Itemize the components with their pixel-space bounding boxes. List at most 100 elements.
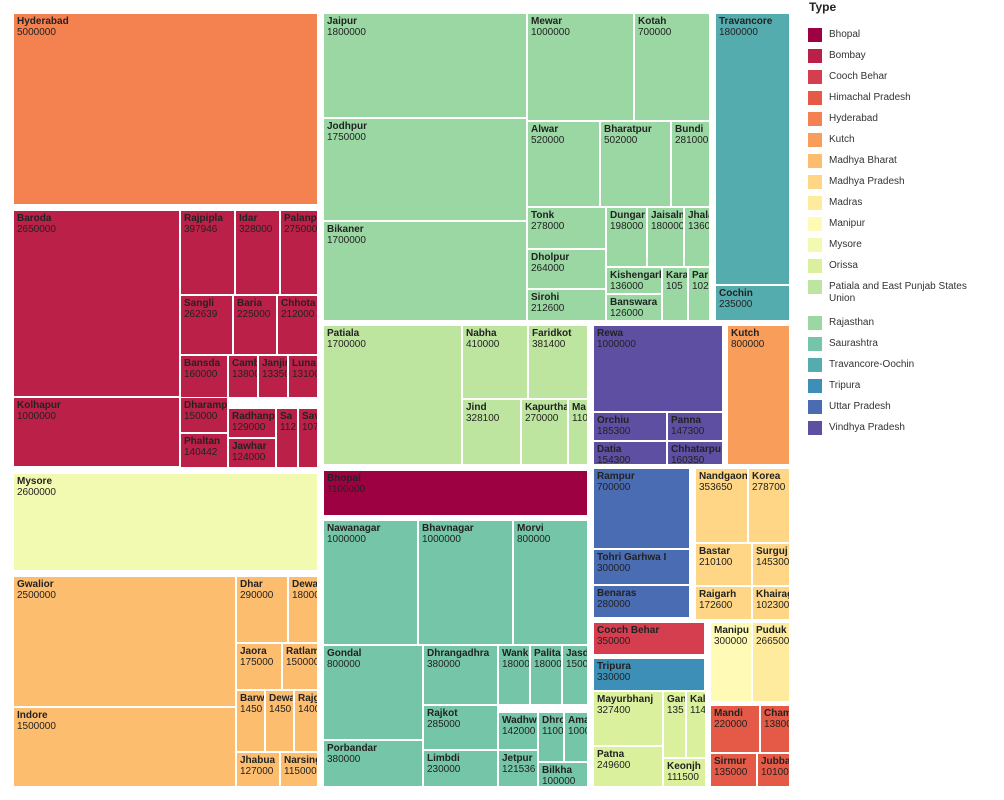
treemap-tile-jasd: Jasd 1500 (562, 645, 588, 705)
treemap-tile-nabha: Nabha 410000 (462, 325, 528, 399)
legend-item-bombay[interactable]: Bombay (808, 49, 969, 63)
legend-item-hyderabad[interactable]: Hyderabad (808, 112, 969, 126)
treemap-tile-mandi: Mandi 220000 (710, 705, 760, 753)
legend-item-cooch-behar[interactable]: Cooch Behar (808, 70, 969, 84)
tile-label: Jhala (688, 210, 709, 221)
treemap-tile-mayurbhanj: Mayurbhanj 327400 (593, 691, 663, 746)
legend-item-orissa[interactable]: Orissa (808, 259, 969, 273)
treemap-tile-sa: Sa 112 (276, 408, 298, 468)
tile-label: Limbdi (427, 753, 460, 764)
treemap-tile-kutch: Kutch 800000 (727, 325, 790, 465)
tile-label: Dholpur (531, 252, 570, 263)
tile-value: 1000000 (17, 411, 56, 422)
legend-swatch (808, 70, 822, 84)
tile-value: 1500 (566, 659, 588, 670)
tile-label: Bundi (675, 124, 704, 135)
legend-item-tripura[interactable]: Tripura (808, 379, 969, 393)
tile-value: 285000 (427, 719, 461, 730)
legend-item-kutch[interactable]: Kutch (808, 133, 969, 147)
treemap-tile-janjir: Janjir 13350 (258, 355, 288, 398)
treemap-tile-raigarh: Raigarh 172600 (695, 586, 752, 620)
tile-value: 175000 (240, 657, 274, 668)
treemap-tile-ma: Ma 110 (568, 399, 588, 465)
tile-label: Bilkha (542, 765, 573, 776)
legend-swatch (808, 49, 822, 63)
treemap-tile-kolhapur: Kolhapur 1000000 (13, 397, 180, 467)
treemap-tile-sangli: Sangli 262639 (180, 295, 233, 355)
treemap-tile-bhopal: Bhopal 1100000 (323, 470, 588, 516)
legend-item-uttar-pradesh[interactable]: Uttar Pradesh (808, 400, 969, 414)
tile-label: Jhabua (240, 755, 276, 766)
tile-label: Rewa (597, 328, 624, 339)
tile-value: 121536 (502, 764, 536, 775)
tile-label: Nawanagar (327, 523, 381, 534)
tile-value: 18000 (534, 659, 562, 670)
legend-swatch (808, 358, 822, 372)
tile-value: 1000000 (597, 339, 636, 350)
tile-value: 2500000 (17, 590, 56, 601)
legend-item-saurashtra[interactable]: Saurashtra (808, 337, 969, 351)
tile-value: 147300 (671, 426, 705, 437)
treemap-tile-korea: Korea 278700 (748, 468, 790, 543)
tile-label: Travancore (719, 16, 773, 27)
legend-swatch (808, 175, 822, 189)
tile-value: 290000 (240, 590, 274, 601)
tile-value: 700000 (638, 27, 672, 38)
legend-item-rajasthan[interactable]: Rajasthan (808, 316, 969, 330)
tile-label: Kal (690, 694, 706, 705)
treemap-tile-puduk: Puduk 266500 (752, 622, 790, 702)
treemap-tile-sav: Sav107 (298, 408, 318, 468)
tile-label: Mandi (714, 708, 743, 719)
legend-item-travancore-oochin[interactable]: Travancore-Oochin (808, 358, 969, 372)
tile-value: 2650000 (17, 224, 56, 235)
tile-value: 112 (280, 422, 296, 433)
legend-item-bhopal[interactable]: Bhopal (808, 28, 969, 42)
treemap-tile-bhavnagar: Bhavnagar 1000000 (418, 520, 513, 645)
tile-value: 1000000 (422, 534, 461, 545)
treemap-tile-chhatarpu: Chhatarpu 160350 (667, 441, 723, 465)
tile-value: 160000 (184, 369, 218, 380)
treemap-tile-faridkot: Faridkot 381400 (528, 325, 588, 399)
treemap-tile-rewa: Rewa 1000000 (593, 325, 723, 412)
tile-label: Faridkot (532, 328, 572, 339)
tile-value: 135 (667, 705, 684, 716)
legend-item-patiala-and-east-punjab-states-union[interactable]: Patiala and East Punjab States Union (808, 280, 969, 305)
tile-label: Tonk (531, 210, 555, 221)
treemap-tile-tonk: Tonk 278000 (527, 207, 606, 249)
treemap-tile-sirmur: Sirmur 135000 (710, 753, 757, 787)
legend-label: Saurashtra (829, 338, 878, 349)
tile-label: Bharatpur (604, 124, 652, 135)
legend-swatch (808, 316, 822, 330)
treemap-tile-dewa: Dewa 1450 (265, 690, 294, 752)
tile-value: 126000 (610, 308, 644, 319)
tile-label: Radhanp (232, 411, 275, 422)
legend-item-madhya-pradesh[interactable]: Madhya Pradesh (808, 175, 969, 189)
tile-label: Kolhapur (17, 400, 61, 411)
tile-value: 350000 (597, 636, 631, 647)
treemap-tile-dhar: Dhar 290000 (236, 576, 288, 643)
tile-value: 235000 (719, 299, 753, 310)
legend-item-manipur[interactable]: Manipur (808, 217, 969, 231)
legend-item-himachal-pradesh[interactable]: Himachal Pradesh (808, 91, 969, 105)
treemap-tile-dewa: Dewa 18000 (288, 576, 318, 643)
legend-item-vindhya-pradesh[interactable]: Vindhya Pradesh (808, 421, 969, 435)
tile-value: 380000 (327, 754, 361, 765)
tile-label: Cham (764, 708, 790, 719)
treemap-tile-travancore: Travancore 1800000 (715, 13, 790, 285)
tile-label: Kishengarh (610, 270, 662, 281)
treemap-tile-luna: Luna 13100 (288, 355, 318, 398)
treemap-tile-kotah: Kotah 700000 (634, 13, 710, 121)
treemap-tile-porbandar: Porbandar 380000 (323, 740, 423, 787)
tile-label: Patiala (327, 328, 360, 339)
legend-item-madras[interactable]: Madras (808, 196, 969, 210)
treemap-chart: Hyderabad 5000000 Baroda 2650000 Kolhapur 100… (13, 13, 790, 787)
tile-value: 1450 (240, 704, 263, 715)
tile-label: Jubba (761, 756, 790, 767)
legend-item-madhya-bharat[interactable]: Madhya Bharat (808, 154, 969, 168)
tile-value: 212000 (281, 309, 315, 320)
legend-label: Travancore-Oochin (829, 359, 915, 370)
tile-value: 18000 (292, 590, 318, 601)
tile-label: Dewa (292, 579, 318, 590)
legend-swatch (808, 91, 822, 105)
legend-item-mysore[interactable]: Mysore (808, 238, 969, 252)
